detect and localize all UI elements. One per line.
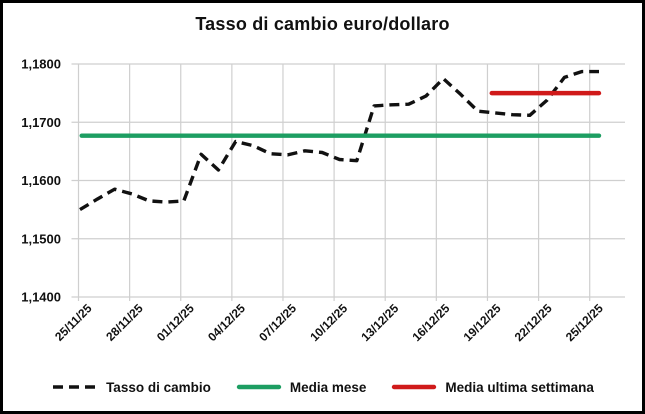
legend-marker-media-mese — [236, 384, 282, 390]
legend-item-media-ultima-settimana: Media ultima settimana — [390, 380, 594, 395]
x-axis-tick-label: 19/12/25 — [461, 301, 504, 344]
legend-marker-media-ultima-settimana — [392, 384, 437, 390]
x-axis-tick-label: 13/12/25 — [358, 301, 401, 344]
x-axis-tick-label: 07/12/25 — [256, 301, 299, 344]
x-axis-tick-label: 25/11/25 — [52, 301, 95, 344]
x-axis-tick-label: 04/12/25 — [205, 301, 248, 344]
legend-marker-tasso-di-cambio — [53, 385, 98, 389]
legend-label-media-ultima-settimana: Media ultima settimana — [445, 379, 594, 395]
x-axis-tick-label: 22/12/25 — [512, 301, 555, 344]
x-axis-tick-label: 01/12/25 — [154, 301, 197, 344]
x-axis-tick-label: 28/11/25 — [103, 301, 146, 344]
y-axis-tick-label: 1,1500 — [21, 231, 61, 246]
series-tasso-di-cambio — [79, 69, 599, 212]
legend-label-tasso-di-cambio: Tasso di cambio — [106, 379, 211, 395]
legend: Tasso di cambio Media mese Media ultima se… — [3, 374, 642, 400]
x-axis-tick-label: 16/12/25 — [410, 301, 453, 344]
legend-item-tasso-di-cambio: Tasso di cambio — [51, 380, 211, 395]
legend-label-media-mese: Media mese — [289, 379, 367, 395]
y-axis-tick-label: 1,1700 — [21, 115, 61, 130]
y-axis-tick-label: 1,1600 — [21, 173, 61, 188]
chart-title: Tasso di cambio euro/dollaro — [195, 14, 450, 34]
x-axis-tick-label: 10/12/25 — [307, 301, 350, 344]
x-axis-tick-label: 25/12/25 — [563, 301, 606, 344]
y-axis-tick-label: 1,1400 — [21, 290, 61, 305]
legend-item-media-mese: Media mese — [235, 379, 367, 395]
y-axis-tick-label: 1,1800 — [21, 57, 61, 72]
